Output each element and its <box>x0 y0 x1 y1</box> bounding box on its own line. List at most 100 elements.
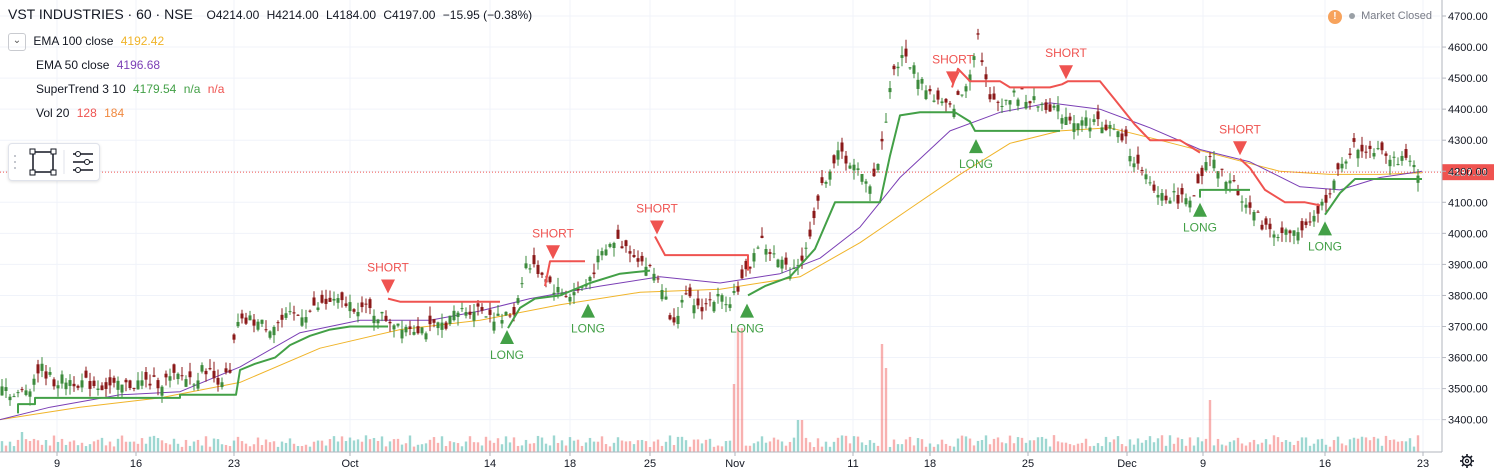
volume-bar <box>272 441 276 452</box>
candle <box>120 384 124 398</box>
candle-body <box>20 389 24 391</box>
long-arrow-icon <box>969 139 983 154</box>
candle <box>844 151 848 171</box>
volume-bar <box>640 439 644 452</box>
chevron-down-icon[interactable]: ⌄ <box>8 32 26 51</box>
short-arrow-icon <box>650 220 664 235</box>
legend-supertrend[interactable]: SuperTrend 3 10 4179.54 n/a n/a <box>8 78 228 102</box>
volume-bar <box>1196 437 1200 452</box>
candle-body <box>1200 167 1204 177</box>
candle <box>76 384 80 391</box>
candle <box>908 67 912 70</box>
candle <box>1124 126 1128 144</box>
volume-bar <box>1344 445 1348 452</box>
candle <box>1204 155 1208 172</box>
exclamation-icon[interactable]: ! <box>1327 10 1342 24</box>
volume-bar <box>1208 400 1212 452</box>
x-tick-label: Oct <box>341 458 358 470</box>
candle-body <box>1084 117 1088 126</box>
volume-bar <box>1184 445 1188 452</box>
volume-bar <box>1120 444 1124 452</box>
candle <box>32 374 36 392</box>
high-value: H4214.00 <box>266 8 319 22</box>
volume-bar <box>44 440 48 452</box>
volume-bar <box>1416 435 1420 452</box>
candle-body <box>1196 174 1200 184</box>
candle-body <box>1032 96 1036 101</box>
volume-bar <box>664 441 668 452</box>
x-tick-label: 11 <box>847 458 858 470</box>
volume-bar <box>648 446 652 452</box>
candle-body <box>916 79 920 89</box>
candle-body <box>820 177 824 183</box>
candle-body <box>772 253 776 255</box>
volume-bar <box>68 441 72 452</box>
candle-body <box>616 229 620 239</box>
candle <box>372 309 376 331</box>
candle <box>220 377 224 390</box>
volume-bar <box>128 441 132 452</box>
candle-body <box>216 378 220 385</box>
candle-body <box>568 296 572 302</box>
x-axis[interactable]: 9 16 23 Oct 14 18 25 Nov 11 18 25 Dec 9 16 23 <box>0 451 1442 470</box>
symbol-title[interactable]: VST INDUSTRIES · 60 · NSE <box>8 6 193 22</box>
market-status[interactable]: ! Market Closed <box>1327 10 1432 24</box>
candle-body <box>420 327 424 334</box>
short-arrow-icon <box>1059 65 1073 80</box>
object-tree-icon[interactable] <box>73 151 93 173</box>
gear-icon[interactable] <box>1459 453 1475 469</box>
candle-body <box>312 297 316 306</box>
drag-handle-icon[interactable] <box>14 155 16 169</box>
candle-body <box>100 385 104 391</box>
candle <box>1320 198 1324 211</box>
candle-body <box>328 297 332 302</box>
volume-bar <box>340 436 344 452</box>
supertrend-up-line <box>17 325 388 414</box>
volume-bar <box>1364 437 1368 452</box>
volume-bar <box>1308 445 1312 452</box>
candle <box>1312 210 1316 227</box>
volume-bar <box>828 446 832 452</box>
volume-bar <box>1072 445 1076 452</box>
volume-bar <box>992 438 996 452</box>
candle-body <box>1040 103 1044 105</box>
volume-bar <box>900 444 904 452</box>
volume-bar <box>1220 444 1224 452</box>
legend-ema50[interactable]: EMA 50 close 4196.68 <box>8 54 228 78</box>
y-axis[interactable]: 3400.00 3500.00 3600.00 3700.00 3800.00 3900.… <box>1441 0 1488 452</box>
y-tick-label: 3500.00 <box>1448 384 1488 396</box>
candle <box>612 241 616 257</box>
candle-body <box>176 373 180 380</box>
candle-body <box>1000 105 1004 107</box>
candle-body <box>832 155 836 164</box>
volume-bar <box>360 441 364 452</box>
candle <box>616 224 620 240</box>
candle-body <box>636 258 640 262</box>
candle <box>1028 100 1032 110</box>
candle <box>228 362 232 374</box>
legend-volume[interactable]: Vol 20 128 184 <box>8 102 228 126</box>
candle <box>296 314 300 317</box>
volume-bar <box>212 438 216 452</box>
volume-bar <box>320 440 324 452</box>
candle-body <box>1172 191 1176 193</box>
candle-body <box>1004 99 1008 101</box>
candle <box>684 285 688 296</box>
open-value: O4214.00 <box>206 8 260 22</box>
candle-body <box>124 379 128 383</box>
candle-body <box>400 329 404 339</box>
candle-body <box>848 165 852 169</box>
candle-body <box>1352 138 1356 142</box>
candle <box>52 377 56 390</box>
rectangle-select-icon[interactable] <box>29 148 57 176</box>
long-signal: LONG <box>730 303 764 336</box>
volume-bar <box>1164 445 1168 452</box>
volume-bar <box>308 446 312 452</box>
legend-ema100[interactable]: ⌄ EMA 100 close 4192.42 <box>8 30 228 54</box>
candle-body <box>44 371 48 379</box>
candle-body <box>992 93 996 100</box>
candle <box>1396 157 1400 166</box>
candle-body <box>164 373 168 378</box>
candle-body <box>564 296 568 298</box>
